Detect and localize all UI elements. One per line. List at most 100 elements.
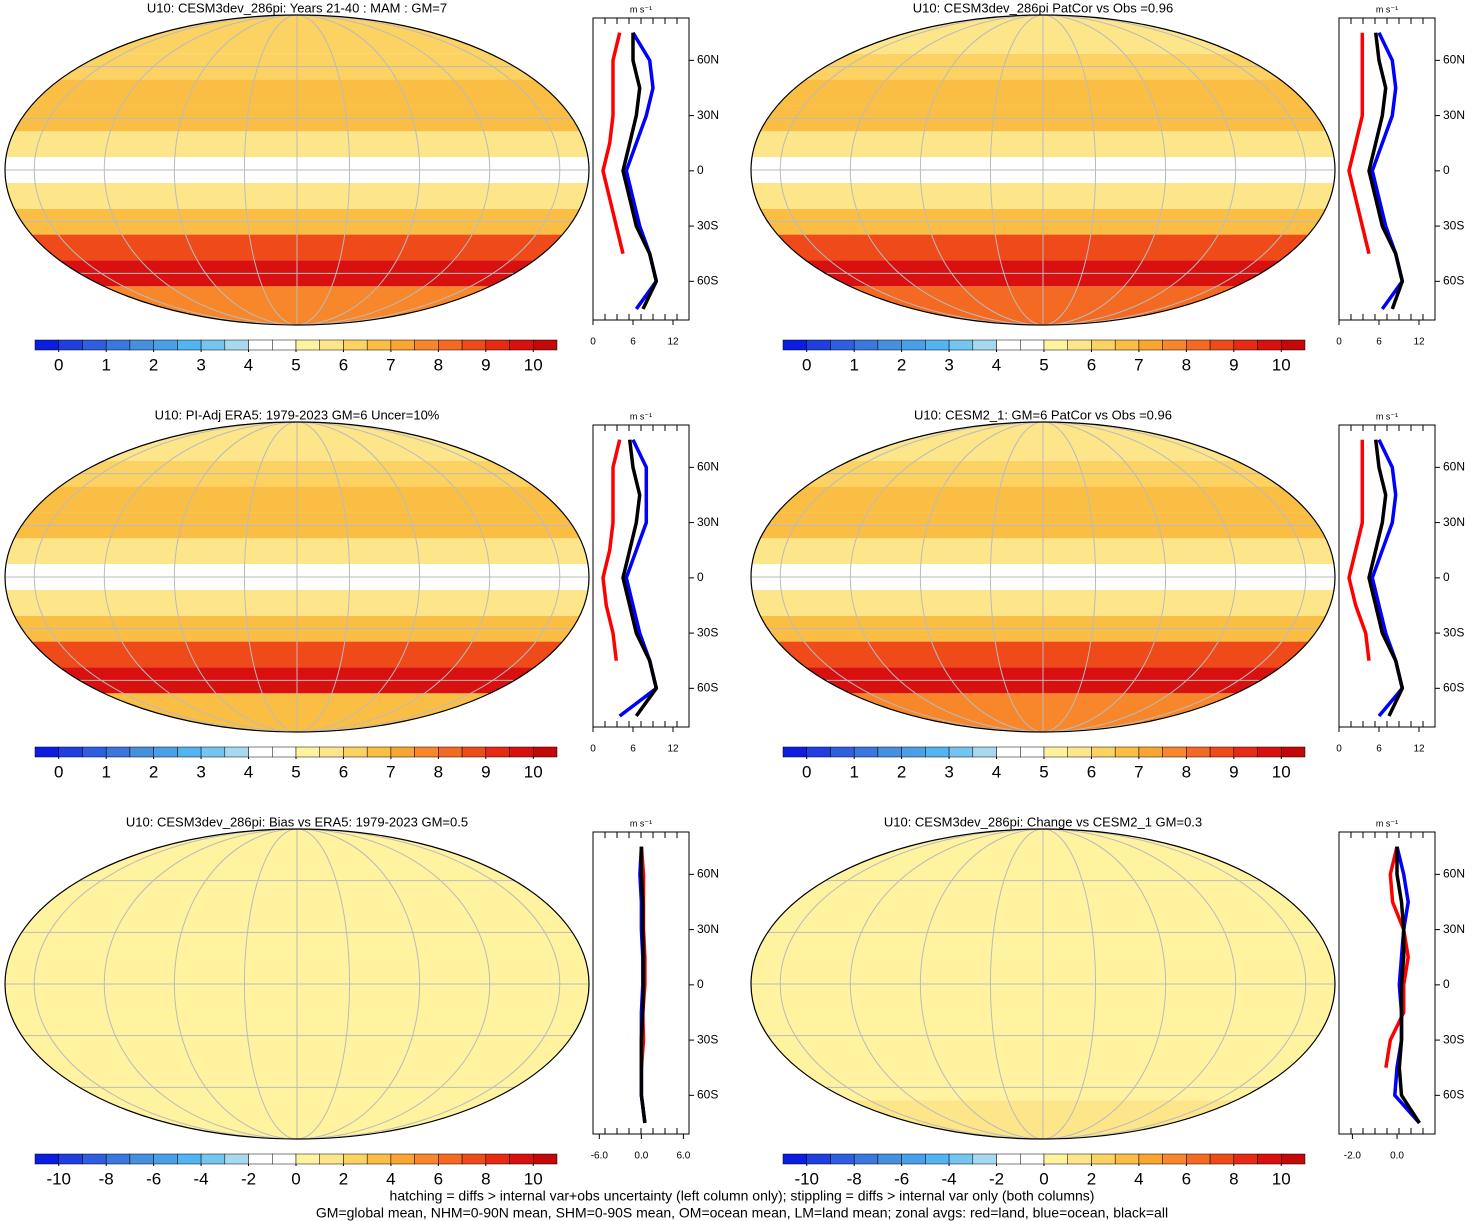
y-tick-label: 60S — [697, 1088, 718, 1102]
colorbar-label: -6 — [894, 1169, 909, 1188]
colorbar-box — [1233, 1153, 1258, 1165]
colorbar-box — [34, 339, 59, 351]
colorbar-box — [438, 746, 463, 758]
colorbar-box — [806, 339, 831, 351]
colorbar-label: 7 — [1134, 762, 1143, 781]
colorbar-label: 9 — [1229, 355, 1238, 374]
colorbar-label: 10 — [1272, 762, 1291, 781]
colorbar-box — [105, 746, 131, 758]
zonal-line — [1393, 846, 1421, 1125]
colorbar-box — [1162, 339, 1187, 351]
x-tick-label: -6.0 — [591, 1151, 609, 1162]
colorbar-box — [1281, 339, 1306, 351]
colorbar-label: 8 — [481, 1169, 490, 1188]
colorbar-label: 10 — [1272, 355, 1291, 374]
colorbar-label: -8 — [99, 1169, 114, 1188]
colorbar-box — [925, 1153, 950, 1165]
x-tick-label: 0 — [1336, 337, 1342, 348]
x-tick-label: 6.0 — [676, 1151, 690, 1162]
y-tick-label: 0 — [1443, 570, 1450, 584]
units: m s⁻¹ — [630, 4, 652, 14]
colorbar-label: 9 — [481, 762, 490, 781]
colorbar-box — [82, 339, 107, 351]
colorbar-label: 10 — [1272, 1169, 1291, 1188]
panel: U10: CESM3dev_286pi: Bias vs ERA5: 1979-… — [4, 814, 719, 1188]
y-tick-label: 30S — [1443, 625, 1464, 639]
colorbar-label: 0 — [802, 355, 811, 374]
colorbar-box — [509, 339, 534, 351]
colorbar-box — [438, 339, 463, 351]
colorbar-label: 9 — [481, 355, 490, 374]
colorbar-label: 6 — [434, 1169, 443, 1188]
colorbar-label: 0 — [1039, 1169, 1048, 1188]
colorbar-box — [948, 746, 974, 758]
colorbar-box — [853, 746, 879, 758]
colorbar-box — [105, 1153, 131, 1165]
colorbar-box — [1138, 339, 1163, 351]
units: m s⁻¹ — [1376, 411, 1398, 421]
panel-title: U10: CESM2_1: GM=6 PatCor vs Obs =0.96 — [914, 407, 1172, 422]
colorbar-label: 5 — [291, 355, 300, 374]
y-tick-label: 30S — [697, 218, 718, 232]
colorbar-label: 2 — [149, 355, 158, 374]
map-outline — [4, 14, 590, 326]
colorbar-box — [996, 746, 1021, 758]
colorbar-label: 0 — [802, 762, 811, 781]
panel-title: U10: PI-Adj ERA5: 1979-2023 GM=6 Uncer=1… — [155, 407, 440, 422]
colorbar-label: -10 — [46, 1169, 71, 1188]
colorbar-box — [1091, 1153, 1116, 1165]
map-outline — [4, 421, 590, 733]
colorbar-box — [509, 746, 534, 758]
colorbar-box — [806, 1153, 831, 1165]
units: m s⁻¹ — [630, 411, 652, 421]
colorbar-box — [1020, 746, 1045, 758]
colorbar-box — [1257, 1153, 1282, 1165]
colorbar-box — [1186, 339, 1211, 351]
colorbar-box — [366, 746, 392, 758]
colorbar-label: 0 — [291, 1169, 300, 1188]
x-tick-label: 6 — [630, 337, 636, 348]
colorbar-box — [1020, 339, 1045, 351]
y-tick-label: 30N — [697, 108, 719, 122]
y-tick-label: 60N — [1443, 460, 1465, 474]
y-tick-label: 60N — [1443, 867, 1465, 881]
units: m s⁻¹ — [1376, 818, 1398, 828]
colorbar-label: 4 — [244, 762, 253, 781]
colorbar-box — [1257, 746, 1282, 758]
colorbar-box — [1162, 1153, 1187, 1165]
colorbar-label: -4 — [942, 1169, 957, 1188]
colorbar-label: 1 — [101, 762, 110, 781]
colorbar-label: 7 — [386, 355, 395, 374]
colorbar-box — [58, 339, 83, 351]
map-outline — [4, 828, 590, 1140]
x-tick-label: 0 — [1336, 744, 1342, 755]
map — [751, 829, 1335, 1139]
colorbar-box — [533, 746, 558, 758]
colorbar-box — [82, 746, 107, 758]
y-tick-label: 0 — [1443, 977, 1450, 991]
colorbar-box — [996, 1153, 1021, 1165]
y-tick-label: 0 — [1443, 163, 1450, 177]
zonal-frame — [1338, 831, 1436, 1135]
colorbar-box — [129, 746, 154, 758]
colorbar-box — [248, 746, 273, 758]
colorbar-box — [533, 339, 558, 351]
zonal-frame — [1338, 424, 1436, 728]
map-outline — [750, 828, 1336, 1140]
y-tick-label: 0 — [697, 163, 704, 177]
zonal-line — [1395, 846, 1421, 1124]
colorbar-label: 2 — [897, 762, 906, 781]
x-tick-label: 12 — [667, 744, 679, 755]
colorbar-label: 0 — [54, 762, 63, 781]
colorbar-box — [1209, 746, 1235, 758]
colorbar-label: 1 — [849, 762, 858, 781]
colorbar-box — [877, 746, 902, 758]
colorbar-box — [853, 1153, 879, 1165]
x-tick-label: 6 — [1376, 337, 1382, 348]
colorbar-label: 10 — [524, 762, 543, 781]
colorbar-box — [1257, 339, 1282, 351]
colorbar-label: 6 — [1087, 762, 1096, 781]
colorbar-box — [343, 1153, 368, 1165]
colorbar-box — [1114, 1153, 1140, 1165]
colorbar-label: 6 — [1182, 1169, 1191, 1188]
